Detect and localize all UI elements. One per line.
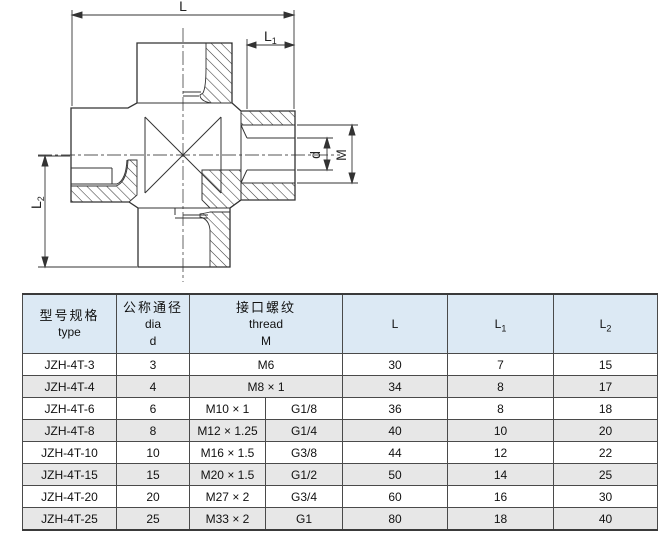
hatch-left-arm-wall: [70, 159, 138, 203]
cell-type: JZH-4T-20: [22, 485, 117, 508]
cell-L2: 40: [553, 507, 659, 531]
col-header-type: 型号规格 type: [22, 293, 117, 354]
table-row: JZH-4T-6 6 M10 × 1 G1/8 36 8 18: [22, 397, 659, 420]
dimension-L2: L2: [28, 154, 137, 269]
cell-dia: 15: [116, 463, 190, 486]
dim-label-L1: L1: [264, 28, 277, 46]
hatch-right-port-top: [240, 110, 296, 126]
cell-L2: 22: [553, 441, 659, 464]
cell-dia: 8: [116, 419, 190, 442]
cell-L1: 7: [447, 353, 555, 376]
cell-thread-g: G1/8: [264, 397, 344, 420]
cell-L1: 8: [447, 375, 555, 398]
cell-type: JZH-4T-10: [22, 441, 117, 464]
cell-L2: 18: [553, 397, 659, 420]
hatch-top-port-wall: [199, 42, 233, 104]
col-header-L: L: [342, 293, 449, 354]
cell-dia: 20: [116, 485, 190, 508]
hatch-right-port-bottom: [240, 182, 296, 201]
cross-diagonal-2: [144, 116, 222, 194]
cell-type: JZH-4T-25: [22, 507, 117, 531]
cell-L: 80: [342, 507, 449, 531]
table-row: JZH-4T-3 3 M6 30 7 15: [22, 353, 659, 376]
cell-dia: 10: [116, 441, 190, 464]
cell-dia: 4: [116, 375, 190, 398]
cell-thread-g: G1/4: [264, 419, 344, 442]
cell-dia: 6: [116, 397, 190, 420]
table-row: JZH-4T-25 25 M33 × 2 G1 80 18 40: [22, 507, 659, 531]
cell-dia: 3: [116, 353, 190, 376]
table-row: JZH-4T-8 8 M12 × 1.25 G1/4 40 10 20: [22, 419, 659, 442]
cell-thread-m: M10 × 1: [189, 397, 266, 420]
dim-label-M: M: [333, 149, 349, 161]
cell-L1: 16: [447, 485, 555, 508]
cross-fitting-section-drawing: L L1 d M: [28, 0, 358, 282]
dim-label-L2: L2: [28, 196, 46, 209]
col-header-L1: L1: [447, 293, 555, 354]
table-row: JZH-4T-10 10 M16 × 1.5 G3/8 44 12 22: [22, 441, 659, 464]
dim-label-L: L: [179, 0, 187, 14]
cell-L2: 15: [553, 353, 659, 376]
spec-table: 型号规格 type 公称通径 dia d 接口螺纹 thread M L L: [22, 293, 659, 531]
cell-thread-g: G1/2: [264, 463, 344, 486]
cell-dia: 25: [116, 507, 190, 531]
dimension-M: M: [297, 123, 358, 185]
hatch-bottom-port-wall: [199, 211, 231, 268]
cell-thread-g: G3/4: [264, 485, 344, 508]
cell-L: 30: [342, 353, 449, 376]
cell-L1: 14: [447, 463, 555, 486]
cell-L1: 18: [447, 507, 555, 531]
cell-thread-g: G1: [264, 507, 344, 531]
dim-label-d: d: [307, 151, 323, 159]
cell-thread-m: M33 × 2: [189, 507, 266, 531]
cell-L: 34: [342, 375, 449, 398]
cell-type: JZH-4T-4: [22, 375, 117, 398]
cell-thread-m: M27 × 2: [189, 485, 266, 508]
col-header-dia: 公称通径 dia d: [116, 293, 190, 354]
cell-type: JZH-4T-15: [22, 463, 117, 486]
cell-L1: 12: [447, 441, 555, 464]
cell-thread-m: M12 × 1.25: [189, 419, 266, 442]
cell-L: 40: [342, 419, 449, 442]
cell-L2: 17: [553, 375, 659, 398]
table-row: JZH-4T-4 4 M8 × 1 34 8 17: [22, 375, 659, 398]
cell-L: 60: [342, 485, 449, 508]
col-header-L2: L2: [553, 293, 659, 354]
col-header-thread: 接口螺纹 thread M: [188, 293, 344, 354]
bore-lines: [71, 91, 295, 219]
cell-L: 44: [342, 441, 449, 464]
table-row: JZH-4T-15 15 M20 × 1.5 G1/2 50 14 25: [22, 463, 659, 486]
header-row: 型号规格 type 公称通径 dia d 接口螺纹 thread M L L: [22, 293, 659, 354]
cell-L1: 10: [447, 419, 555, 442]
cell-type: JZH-4T-3: [22, 353, 117, 376]
dimension-d: d: [297, 136, 333, 172]
cell-thread-m: M8 × 1: [188, 375, 344, 398]
cell-L1: 8: [447, 397, 555, 420]
cell-thread-m: M6: [188, 353, 344, 376]
cell-L2: 20: [553, 419, 659, 442]
cell-L2: 25: [553, 463, 659, 486]
dimension-L1: L1: [245, 28, 296, 109]
table-row: JZH-4T-20 20 M27 × 2 G3/4 60 16 30: [22, 485, 659, 508]
cell-L: 36: [342, 397, 449, 420]
cell-L: 50: [342, 463, 449, 486]
cell-thread-g: G3/8: [264, 441, 344, 464]
cell-thread-m: M20 × 1.5: [189, 463, 266, 486]
cell-L2: 30: [553, 485, 659, 508]
dimension-L: L: [70, 0, 296, 109]
cell-type: JZH-4T-8: [22, 419, 117, 442]
cell-thread-m: M16 × 1.5: [189, 441, 266, 464]
cell-type: JZH-4T-6: [22, 397, 117, 420]
